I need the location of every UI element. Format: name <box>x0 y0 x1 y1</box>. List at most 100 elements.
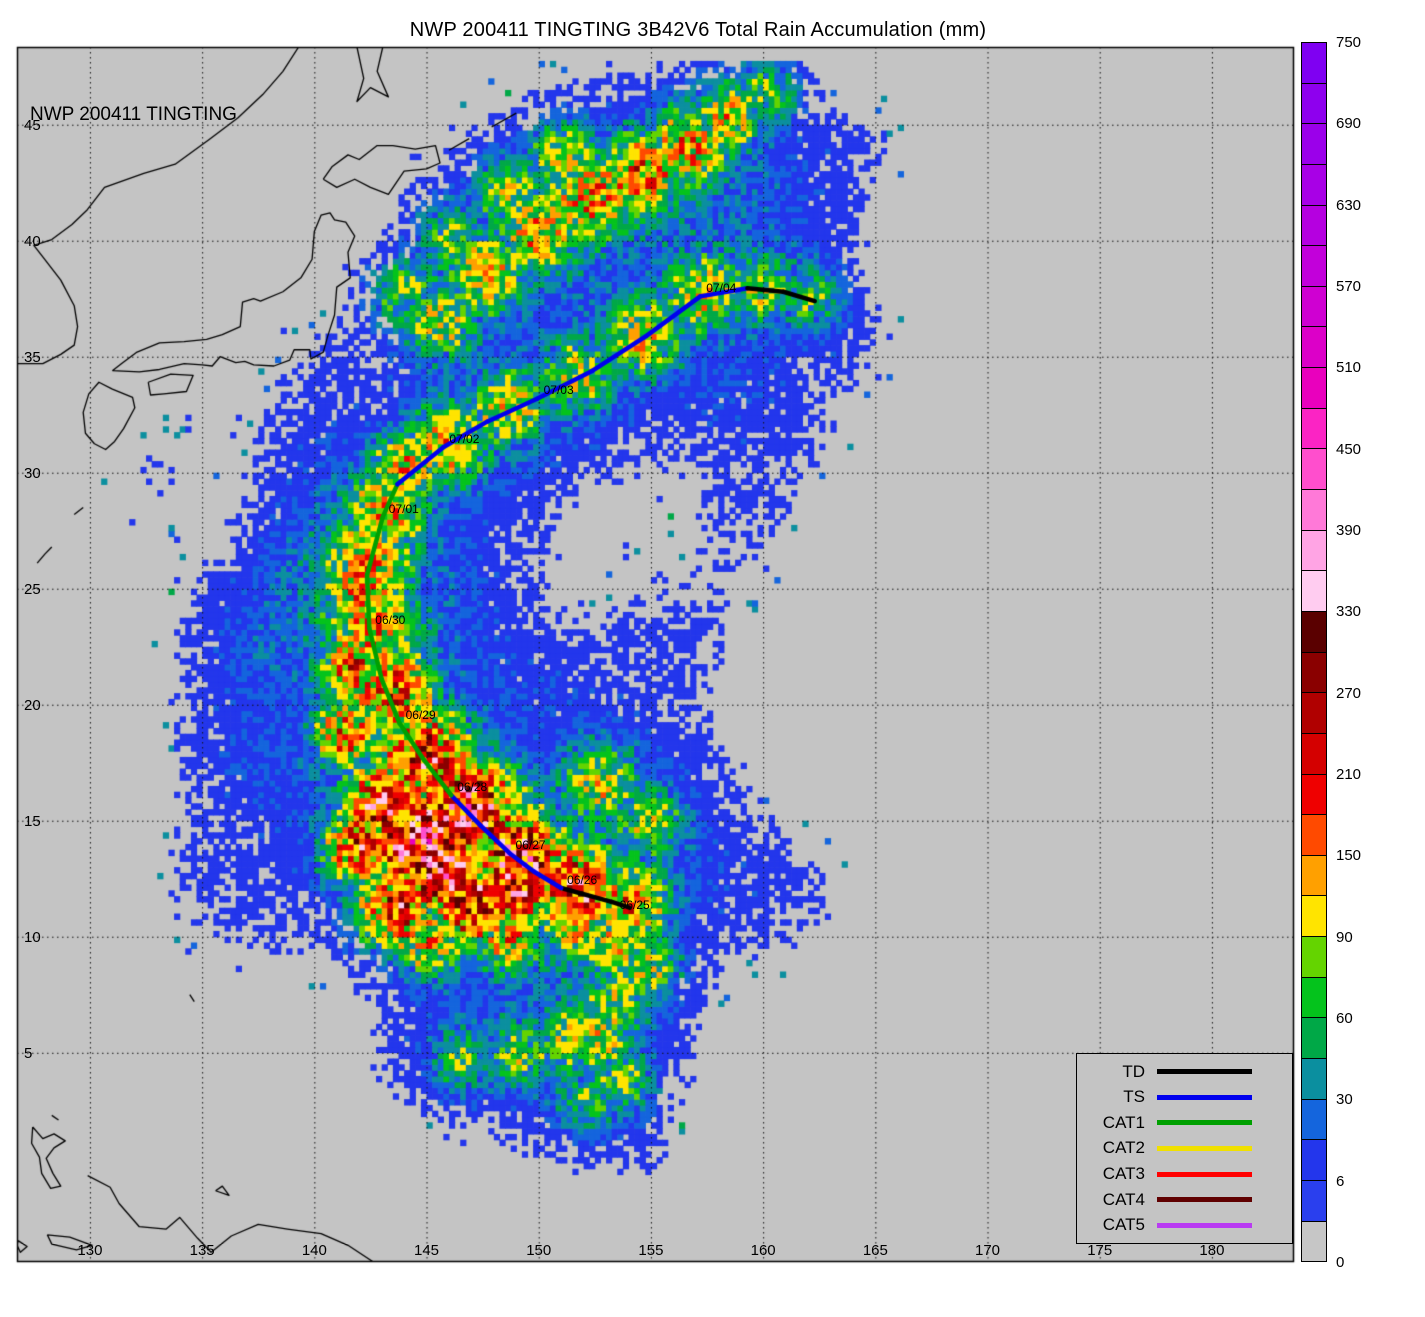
track-date-label: 07/03 <box>543 383 574 398</box>
lon-tick-label: 155 <box>638 1242 664 1259</box>
legend-label: TD <box>1122 1061 1145 1081</box>
storm-label: NWP 200411 TINGTING <box>30 104 237 125</box>
track-date-label: 07/01 <box>388 501 419 516</box>
colorbar-tick-label: 90 <box>1336 928 1353 946</box>
track-date-label: 06/28 <box>457 780 488 795</box>
lat-tick-label: 40 <box>24 232 41 250</box>
colorbar-tick-label: 30 <box>1336 1091 1353 1109</box>
colorbar-block <box>1302 773 1326 815</box>
colorbar-block <box>1302 245 1326 286</box>
lon-tick-label: 150 <box>526 1242 552 1259</box>
legend-line-swatch <box>1157 1094 1252 1100</box>
legend-line-swatch <box>1157 1120 1252 1126</box>
colorbar-tick-label: 510 <box>1336 359 1362 377</box>
lat-tick-label: 35 <box>24 348 41 366</box>
track-date-label: 06/25 <box>619 897 650 912</box>
legend-row: CAT5 <box>1087 1213 1282 1237</box>
legend-row: CAT1 <box>1087 1111 1282 1135</box>
track-date-label: 07/02 <box>449 432 480 447</box>
colorbar-block <box>1302 895 1326 937</box>
colorbar-block <box>1302 163 1326 205</box>
colorbar-block <box>1302 936 1326 977</box>
colorbar-tick-label: 630 <box>1336 196 1362 214</box>
colorbar-block <box>1302 651 1326 693</box>
lat-tick-label: 20 <box>24 696 41 714</box>
colorbar-block <box>1302 529 1326 571</box>
legend-label: CAT1 <box>1102 1112 1145 1132</box>
colorbar-block <box>1302 1098 1326 1140</box>
legend-row: TD <box>1087 1060 1282 1084</box>
legend-label: CAT5 <box>1102 1215 1145 1235</box>
colorbar-tick-label: 0 <box>1336 1254 1345 1271</box>
colorbar-block <box>1302 407 1326 449</box>
colorbar-block <box>1302 692 1326 733</box>
lat-tick-label: 15 <box>24 812 41 830</box>
legend-line-swatch <box>1157 1069 1252 1075</box>
colorbar-block <box>1302 489 1326 530</box>
colorbar-block <box>1302 732 1326 774</box>
lon-tick-label: 180 <box>1199 1242 1225 1259</box>
legend-line-swatch <box>1157 1171 1252 1177</box>
colorbar-block <box>1302 367 1326 408</box>
colorbar-block <box>1302 1017 1326 1059</box>
lon-tick-label: 140 <box>301 1242 327 1259</box>
colorbar-block <box>1302 854 1326 896</box>
intensity-legend: TD TS CAT1 CAT2 CAT3 CAT4 CAT5 <box>1076 1053 1293 1244</box>
lat-tick-label: 30 <box>24 464 41 482</box>
colorbar-tick-label: 60 <box>1336 1010 1353 1027</box>
colorbar-block <box>1302 448 1326 490</box>
colorbar-tick-label: 330 <box>1336 603 1362 621</box>
legend-line-swatch <box>1157 1222 1252 1228</box>
lat-tick-label: 10 <box>24 928 41 946</box>
legend-row: CAT3 <box>1087 1162 1282 1186</box>
legend-row: TS <box>1087 1085 1282 1109</box>
colorbar-tick-label: 450 <box>1336 440 1362 458</box>
legend-row: CAT4 <box>1087 1188 1282 1212</box>
lat-tick-label: 5 <box>24 1044 33 1062</box>
lon-tick-label: 130 <box>77 1242 103 1259</box>
lon-tick-label: 135 <box>189 1242 215 1259</box>
legend-label: CAT4 <box>1102 1189 1145 1209</box>
colorbar-block <box>1302 976 1326 1018</box>
colorbar-block <box>1302 1058 1326 1099</box>
colorbar-tick-label: 390 <box>1336 522 1362 539</box>
track-date-label: 07/04 <box>706 281 737 296</box>
colorbar-block <box>1302 1220 1326 1262</box>
legend-row: CAT2 <box>1087 1136 1282 1160</box>
colorbar-block <box>1302 814 1326 855</box>
colorbar-tick-label: 150 <box>1336 847 1362 865</box>
legend-line-swatch <box>1157 1197 1252 1203</box>
track-date-label: 06/30 <box>375 613 406 628</box>
colorbar-tick-label: 570 <box>1336 278 1362 295</box>
colorbar-block <box>1302 285 1326 327</box>
colorbar-block <box>1302 123 1326 164</box>
colorbar-block <box>1302 204 1326 246</box>
legend-line-swatch <box>1157 1145 1252 1151</box>
colorbar-tick-label: 750 <box>1336 34 1362 51</box>
colorbar-tick-label: 210 <box>1336 766 1362 783</box>
lon-tick-label: 145 <box>414 1242 440 1259</box>
colorbar-block <box>1302 82 1326 124</box>
track-date-label: 06/29 <box>405 708 436 723</box>
colorbar <box>1301 42 1327 1262</box>
colorbar-block <box>1302 1179 1326 1221</box>
colorbar-block <box>1302 610 1326 652</box>
lon-tick-label: 165 <box>862 1242 888 1259</box>
colorbar-tick-label: 270 <box>1336 684 1362 702</box>
lon-tick-label: 160 <box>750 1242 776 1259</box>
lat-tick-label: 45 <box>24 116 41 134</box>
colorbar-block <box>1302 570 1326 611</box>
legend-label: TS <box>1123 1087 1145 1107</box>
legend-label: CAT3 <box>1102 1164 1145 1184</box>
lon-tick-label: 170 <box>975 1242 1001 1259</box>
track-date-label: 06/26 <box>567 873 598 887</box>
lon-tick-label: 175 <box>1087 1242 1113 1259</box>
chart-title: NWP 200411 TINGTING 3B42V6 Total Rain Ac… <box>409 19 987 41</box>
colorbar-tick-label: 690 <box>1336 115 1362 133</box>
legend-label: CAT2 <box>1102 1138 1145 1158</box>
colorbar-block <box>1302 1139 1326 1180</box>
lat-tick-label: 25 <box>24 580 41 598</box>
track-date-label: 06/27 <box>515 838 546 853</box>
colorbar-block <box>1302 43 1326 83</box>
